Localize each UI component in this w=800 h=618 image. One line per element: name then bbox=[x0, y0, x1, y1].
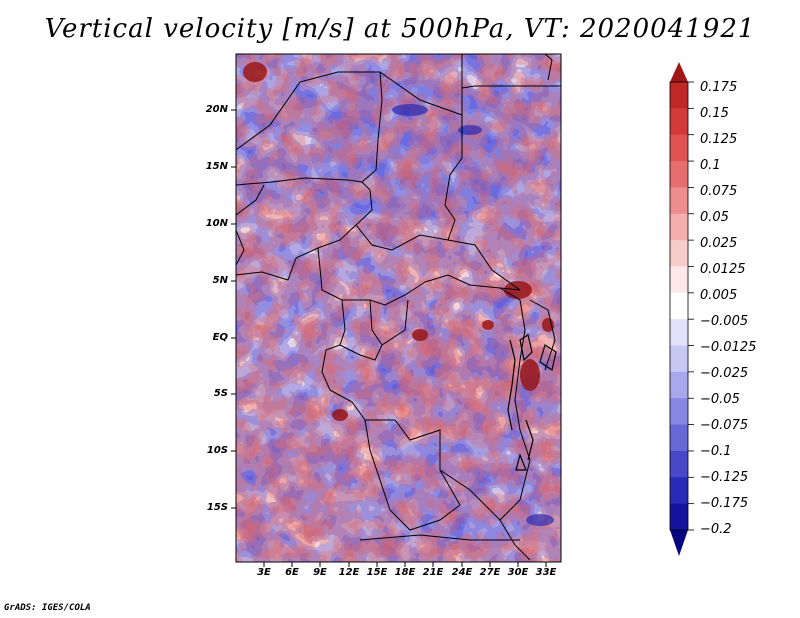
axis-ticks bbox=[231, 109, 547, 567]
colorbar-label: 0.125 bbox=[700, 132, 738, 147]
lon-label-27e: 27E bbox=[479, 567, 501, 578]
colorbar-swatch bbox=[670, 213, 688, 241]
colorbar-swatch bbox=[670, 292, 688, 320]
colorbar-label: −0.075 bbox=[700, 418, 749, 433]
map-title: Vertical velocity [m/s] at 500hPa, VT: 2… bbox=[44, 14, 756, 44]
lat-label-5s: 5S bbox=[213, 388, 228, 399]
lon-label-9e: 9E bbox=[313, 567, 327, 578]
colorbar-swatch bbox=[670, 240, 688, 267]
lat-label-eq: EQ bbox=[212, 332, 228, 343]
colorbar-swatch bbox=[670, 266, 688, 294]
country-borders bbox=[236, 54, 561, 561]
colorbar-label: 0.0125 bbox=[700, 262, 746, 277]
colorbar-swatch bbox=[670, 450, 688, 478]
colorbar-label: −0.0125 bbox=[700, 340, 757, 355]
lon-label-3e: 3E bbox=[257, 567, 271, 578]
colorbar-bottom-arrow bbox=[670, 530, 688, 556]
colorbar-swatch bbox=[670, 398, 688, 426]
colorbar-swatch bbox=[670, 161, 688, 188]
colorbar-label: 0.15 bbox=[700, 106, 729, 121]
lat-label-10n: 10N bbox=[205, 218, 228, 229]
colorbar-label: −0.125 bbox=[700, 470, 749, 485]
colorbar-label: −0.2 bbox=[700, 522, 732, 537]
colorbar-label: −0.1 bbox=[700, 444, 732, 459]
lat-label-10s: 10S bbox=[206, 445, 228, 456]
colorbar-label: 0.1 bbox=[700, 158, 721, 173]
lat-label-5n: 5N bbox=[212, 275, 228, 286]
colorbar-swatch bbox=[670, 82, 688, 109]
colorbar-swatch bbox=[670, 503, 688, 531]
lon-label-21e: 21E bbox=[422, 567, 444, 578]
lon-label-24e: 24E bbox=[451, 567, 473, 578]
colorbar-swatch bbox=[670, 345, 688, 373]
lon-label-18e: 18E bbox=[394, 567, 416, 578]
colorbar-label: −0.005 bbox=[700, 314, 749, 329]
lat-label-15n: 15N bbox=[205, 161, 228, 172]
lon-label-12e: 12E bbox=[338, 567, 360, 578]
colorbar-label: 0.075 bbox=[700, 184, 738, 199]
colorbar-swatch bbox=[670, 371, 688, 399]
colorbar bbox=[669, 62, 694, 556]
colorbar-swatch bbox=[670, 477, 688, 505]
lon-label-33e: 33E bbox=[535, 567, 557, 578]
colorbar-label: 0.025 bbox=[700, 236, 738, 251]
lat-label-20n: 20N bbox=[205, 104, 228, 115]
colorbar-swatch bbox=[670, 424, 688, 452]
colorbar-label: 0.005 bbox=[700, 288, 738, 303]
colorbar-swatch bbox=[670, 108, 688, 136]
colorbar-label: −0.05 bbox=[700, 392, 740, 407]
lon-label-30e: 30E bbox=[507, 567, 529, 578]
colorbar-top-arrow bbox=[670, 62, 688, 82]
colorbar-swatch bbox=[670, 319, 688, 347]
lat-label-15s: 15S bbox=[206, 502, 228, 513]
lon-label-6e: 6E bbox=[285, 567, 299, 578]
map-frame bbox=[235, 53, 562, 563]
lon-label-15e: 15E bbox=[366, 567, 388, 578]
colorbar-label: −0.175 bbox=[700, 496, 749, 511]
colorbar-label: 0.175 bbox=[700, 80, 738, 95]
velocity-field bbox=[236, 54, 561, 562]
colorbar-swatch bbox=[670, 134, 688, 162]
colorbar-swatch bbox=[670, 187, 688, 215]
grads-credit: GrADS: IGES/COLA bbox=[4, 603, 91, 613]
colorbar-label: −0.025 bbox=[700, 366, 749, 381]
colorbar-label: 0.05 bbox=[700, 210, 729, 225]
